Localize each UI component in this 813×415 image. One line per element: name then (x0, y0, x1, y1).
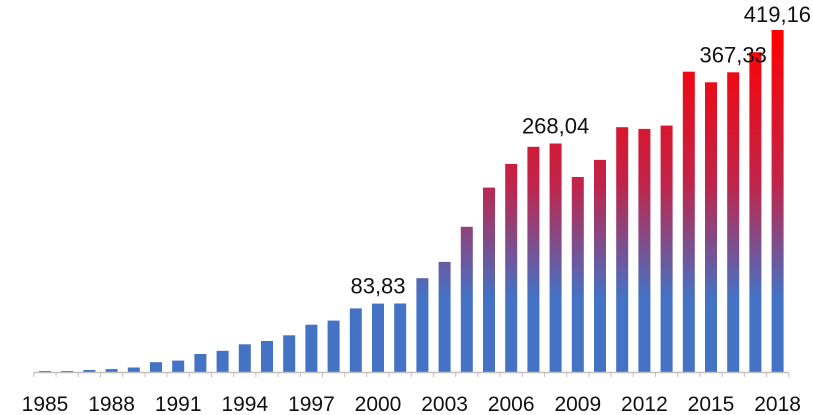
bar-1985 (39, 371, 51, 372)
bars-group (39, 30, 784, 373)
bar-1998 (327, 320, 340, 372)
bar-2012 (638, 128, 651, 372)
bar-2006 (505, 163, 518, 372)
bar-1992 (194, 354, 207, 372)
bar-2003 (438, 261, 451, 372)
bar-1993 (216, 350, 229, 372)
bar-2014 (682, 71, 695, 372)
bar-2004 (460, 226, 473, 372)
bar-2017 (749, 52, 762, 372)
data-labels-group: 83,83 268,04 367,33 419,16 (350, 2, 811, 299)
bar-2013 (660, 125, 673, 372)
bar-1990 (150, 362, 162, 372)
data-label-2000: 83,83 (350, 274, 405, 299)
x-tick-label-1997: 1997 (288, 393, 335, 415)
data-label-2018: 419,16 (744, 2, 811, 27)
bar-2010 (594, 159, 606, 372)
bar-2000 (372, 303, 384, 372)
x-tick-label-1988: 1988 (88, 393, 135, 415)
bar-1989 (127, 367, 140, 372)
data-label-2008: 268,04 (522, 114, 589, 139)
x-tick-label-2018: 2018 (754, 393, 801, 415)
x-tick-label-2000: 2000 (355, 393, 402, 415)
bar-1996 (283, 335, 296, 372)
bar-2005 (483, 187, 495, 372)
bar-1994 (238, 344, 251, 372)
x-tick-label-2003: 2003 (421, 393, 468, 415)
bar-1987 (83, 370, 96, 372)
x-tick-label-2012: 2012 (621, 393, 668, 415)
bar-1988 (105, 369, 118, 372)
bar-2009 (571, 177, 584, 372)
bar-2016 (727, 72, 740, 373)
data-label-2016: 367,33 (700, 42, 767, 67)
x-tick-label-1994: 1994 (221, 393, 268, 415)
x-tick-label-2006: 2006 (488, 393, 535, 415)
x-tick-label-2009: 2009 (554, 393, 601, 415)
bar-1997 (305, 324, 318, 372)
bar-1999 (349, 308, 362, 372)
bar-2018 (771, 30, 784, 372)
x-tick-labels-group: 1985 1988 1991 1994 1997 2000 2003 2006 2009 2012… (22, 393, 801, 415)
bar-1991 (172, 360, 185, 372)
bar-2015 (705, 82, 717, 373)
x-tick-label-1985: 1985 (22, 393, 69, 415)
x-tick-label-2015: 2015 (688, 393, 735, 415)
bar-2011 (616, 127, 629, 372)
x-tick-label-1991: 1991 (155, 393, 202, 415)
bar-2007 (527, 146, 540, 372)
bar-2002 (416, 278, 429, 372)
bar-1986 (61, 371, 74, 372)
x-ticks-group (33, 372, 790, 377)
bar-2001 (394, 303, 407, 372)
bar-1995 (261, 341, 273, 372)
bar-2008 (549, 143, 562, 372)
